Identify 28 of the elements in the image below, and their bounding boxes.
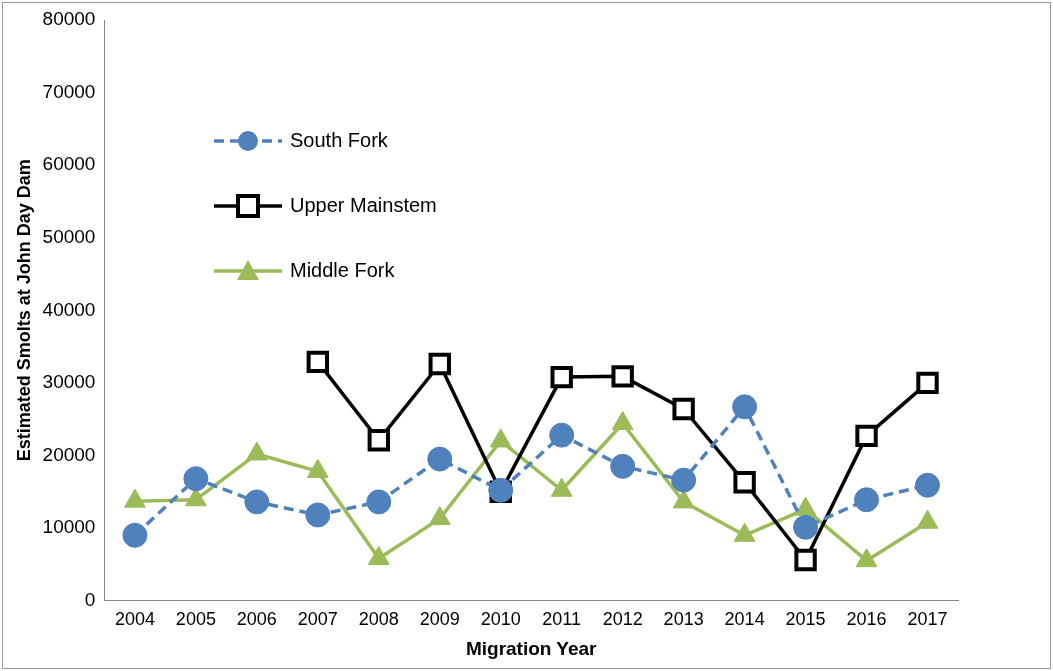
x-tick-label: 2004 — [114, 609, 155, 630]
x-tick-label: 2008 — [358, 609, 399, 630]
legend-label: Middle Fork — [290, 259, 395, 282]
x-tick-label: 2006 — [236, 609, 277, 630]
x-tick-label: 2009 — [419, 609, 460, 630]
y-tick-label: 0 — [84, 588, 96, 610]
y-axis-title: Estimated Smolts at John Day Dam — [13, 159, 34, 462]
x-tick-label: 2015 — [785, 609, 826, 630]
x-tick-label: 2016 — [846, 609, 887, 630]
x-tick-label: 2011 — [542, 609, 582, 630]
x-tick-label: 2005 — [175, 609, 216, 630]
y-tick-label: 80000 — [42, 8, 96, 30]
legend-label: Upper Mainstem — [290, 194, 437, 217]
y-tick-label: 20000 — [42, 443, 96, 465]
x-tick-label: 2014 — [724, 609, 765, 630]
x-tick-label: 2013 — [663, 609, 704, 630]
x-tick-label: 2007 — [297, 609, 338, 630]
y-tick-label: 50000 — [42, 225, 96, 247]
x-tick-label: 2017 — [907, 609, 948, 630]
x-axis-title: Migration Year — [465, 637, 598, 659]
y-tick-label: 10000 — [42, 516, 96, 538]
x-tick-label: 2010 — [480, 609, 521, 630]
y-tick-label: 30000 — [42, 371, 96, 393]
y-tick-label: 70000 — [42, 80, 96, 102]
y-tick-label: 60000 — [42, 153, 96, 175]
y-tick-label: 40000 — [42, 298, 96, 320]
x-tick-label: 2012 — [602, 609, 643, 630]
legend-label: South Fork — [290, 129, 388, 152]
